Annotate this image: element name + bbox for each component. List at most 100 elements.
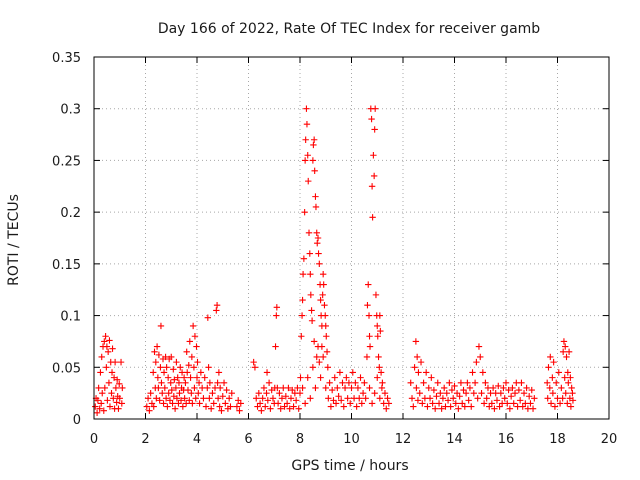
data-point [415,369,422,376]
data-point [352,379,359,386]
data-point [207,405,215,412]
data-point [315,250,322,257]
data-point [308,317,316,324]
data-point [318,343,326,350]
data-point [567,374,574,381]
data-point [299,296,306,304]
data-point [169,400,176,407]
data-point [347,400,354,407]
data-point [171,376,178,383]
data-point [501,395,508,402]
data-point [215,369,223,376]
data-point [345,379,353,386]
data-point [416,389,423,397]
y-tick-label: 0.05 [52,361,81,376]
data-point [452,400,459,407]
data-point [549,374,556,381]
data-point [206,395,213,402]
data-point [97,369,104,376]
data-point [419,400,426,407]
data-point [176,389,183,397]
data-point [316,358,323,366]
data-point [162,353,169,361]
data-point [482,379,489,386]
data-point [429,400,436,407]
data-point [159,389,166,397]
data-point [335,393,342,400]
data-point [253,395,260,402]
data-point [441,384,448,392]
data-point [283,400,291,407]
data-point [277,405,284,412]
data-point [361,379,368,386]
data-point [181,395,188,402]
x-tick-label: 4 [193,432,201,447]
data-point [304,152,311,159]
data-point [323,333,330,340]
data-point [374,333,381,340]
data-point [308,307,315,314]
data-point [222,400,229,407]
data-point [258,407,265,414]
y-tick-label: 0.1 [60,310,81,325]
data-point [101,338,108,345]
data-point [160,400,167,407]
data-point [528,386,535,394]
data-point [216,403,223,410]
data-point [547,353,554,361]
data-point [353,403,360,410]
data-point [163,364,170,371]
data-point [310,338,318,345]
data-point [368,183,376,190]
data-point [562,389,569,397]
data-point [471,379,479,386]
data-point [188,353,196,361]
data-point [204,384,211,392]
data-point [250,358,257,366]
data-point [312,203,320,211]
data-point [545,364,552,371]
data-point [451,382,458,390]
data-point [164,403,171,410]
data-point [186,397,193,404]
data-point [157,364,164,371]
data-point [195,389,202,397]
data-point [489,384,497,392]
data-point [171,405,179,412]
data-point [377,369,385,376]
data-point [117,358,125,366]
data-point [520,389,528,397]
data-point [272,343,279,350]
data-point [98,400,105,407]
data-point [431,405,439,412]
data-point [228,389,235,397]
data-point [422,369,430,376]
data-point [182,379,189,386]
data-point [491,405,498,412]
data-point [344,395,351,402]
data-point [478,389,485,397]
y-tick-label: 0.3 [60,103,81,118]
data-point [299,271,307,278]
data-point [182,400,190,407]
data-point [319,291,326,299]
data-point [316,260,323,268]
data-point [325,395,332,402]
data-point [233,403,241,410]
data-point [473,358,480,366]
data-point [364,302,371,309]
x-tick-label: 16 [498,432,515,447]
data-point [214,395,222,402]
data-point [180,374,188,381]
data-point [105,379,113,386]
data-point [319,353,327,361]
data-point [184,386,192,394]
data-point [477,353,484,361]
data-point [413,384,420,392]
data-point [306,250,313,257]
data-point [263,389,270,397]
data-point [408,395,416,402]
axis-ticks [93,56,610,420]
data-point [376,312,384,319]
